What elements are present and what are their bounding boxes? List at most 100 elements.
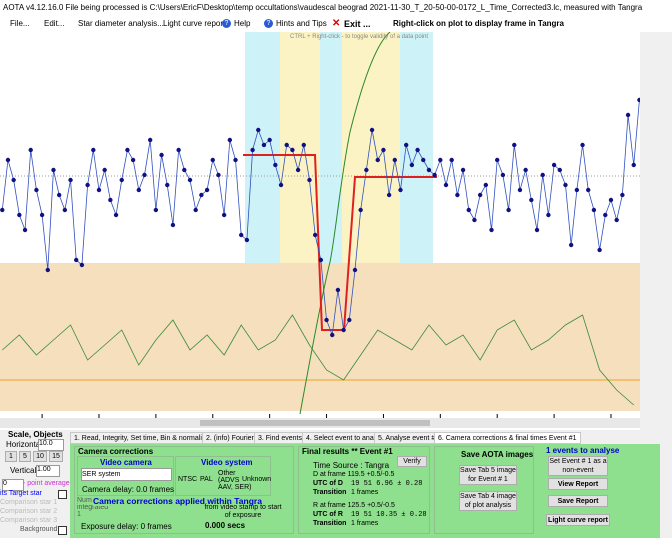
data-point [113,212,119,218]
average-input[interactable]: 0 [2,479,24,491]
d-search-band [245,32,280,263]
video-system-title: Video system [201,458,253,467]
corrections-applied: Camera corrections applied within Tangra [93,496,262,506]
menu-file[interactable]: File... [10,19,30,28]
tab-5[interactable]: 5. Analyse event #1 [374,432,444,444]
data-point [443,182,449,188]
other[interactable]: Other (ADVS AAV, SER) [218,470,252,491]
data-point [341,327,346,333]
data-point [34,187,39,193]
view-report[interactable]: View Report [548,478,608,490]
video-camera-group: Video camera SER system Camera delay: 0.… [77,456,174,496]
scale-title: Scale, Objects [8,430,63,439]
menu-bar: File... Edit... Star diameter analysis..… [0,16,672,32]
camera-title: Camera corrections [78,447,154,456]
light-curve-report[interactable]: Light curve report [546,514,610,526]
data-point [102,167,107,173]
data-point [563,182,568,188]
ntsc[interactable]: NTSC [178,476,198,483]
data-point [239,232,244,238]
menu-exit[interactable]: Exit ... [344,19,371,29]
fit-curve [299,32,391,415]
data-point [56,192,62,198]
data-point [176,147,181,153]
results-group: Final results ** Event #1 Verify Time So… [298,446,430,534]
data-point [261,142,267,148]
camera-select[interactable]: SER system [81,468,172,481]
data-point [147,137,153,143]
verify-button[interactable]: Verify [397,456,427,467]
tab-4[interactable]: 4. Select event to analyse [302,432,391,444]
tab-1[interactable]: 1. Read, Integrity, Set time, Bin & norm… [70,432,214,444]
video-system-group: Video system NTSC PAL Other (ADVS AAV, S… [175,456,271,496]
scale-1[interactable]: 1 [5,451,17,462]
target-star[interactable]: its Target star [0,490,42,497]
data-point [136,187,142,193]
horizontal-input[interactable]: 10.0 [38,439,64,451]
data-point [335,287,341,293]
horizontal-label: Horizontal [6,440,43,449]
comp-star-1[interactable]: Comparison star 1 [0,499,58,506]
data-point [330,332,335,338]
data-point [256,127,261,133]
data-point [568,242,574,248]
menu-edit[interactable]: Edit... [44,19,65,28]
save-tab4[interactable]: Save Tab 4 image of plot analysis [459,491,517,511]
menu-help[interactable]: Help [234,19,251,28]
data-point [5,157,11,163]
data-point [426,167,432,173]
target-checkbox[interactable] [58,490,67,499]
scale-10[interactable]: 10 [33,451,47,462]
comp-star-3[interactable]: Comparison star 3 [0,517,58,524]
r-utc: 19 51 10.35 ± 0.28 [351,511,427,519]
menu-light-curve[interactable]: Light curve report [163,19,226,28]
data-point [495,157,500,163]
data-point [529,197,534,203]
tab-6[interactable]: 6. Camera corrections & final times Even… [434,432,581,444]
background-label[interactable]: Background [20,526,58,533]
save-report[interactable]: Save Report [548,495,608,507]
data-point [233,157,238,163]
exposure-secs: 0.000 secs [205,521,246,530]
data-point [278,182,284,188]
data-point [210,157,215,163]
light-curve-plot[interactable]: CTRL + Right-click - to toggle validity … [0,32,672,430]
data-point [483,182,489,188]
video-camera-title: Video camera [100,458,152,467]
scroll-thumb[interactable] [200,420,430,426]
pal[interactable]: PAL [200,476,213,483]
data-point [204,187,210,193]
tab-2[interactable]: 2. (info) Fourier plot [202,432,272,444]
data-point [51,167,56,173]
unknown[interactable]: Unknown [242,476,272,483]
hints-icon: ? [264,19,273,28]
data-point [352,267,358,273]
data-point [28,147,33,153]
scale-5[interactable]: 5 [19,451,31,462]
comparison-line [2,314,635,406]
data-point [11,177,16,183]
camera-group: Camera corrections Video camera SER syst… [74,446,294,534]
save-tab5[interactable]: Save Tab 5 image for Event # 1 [459,465,517,485]
background-checkbox[interactable] [58,526,67,535]
data-point [79,262,85,268]
data-point [523,167,528,173]
data-point [165,182,170,188]
scale-15[interactable]: 15 [49,451,63,462]
data-point [193,207,198,213]
data-point [91,147,96,153]
save-title: Save AOTA images [461,450,534,459]
data-point [608,197,614,203]
menu-hints[interactable]: Hints and Tips [276,19,327,28]
comp-star-2[interactable]: Comparison star 2 [0,508,58,515]
data-point [392,157,398,163]
tab-3[interactable]: 3. Find events [254,432,306,444]
data-point [438,157,443,163]
scrollbar[interactable] [0,418,640,428]
data-point [597,247,602,253]
set-non-event[interactable]: Set Event # 1 as a non-event [548,456,608,476]
menu-star-diameter[interactable]: Star diameter analysis... [78,19,164,28]
data-point [409,162,415,168]
vertical-input[interactable]: 1.00 [36,465,60,477]
